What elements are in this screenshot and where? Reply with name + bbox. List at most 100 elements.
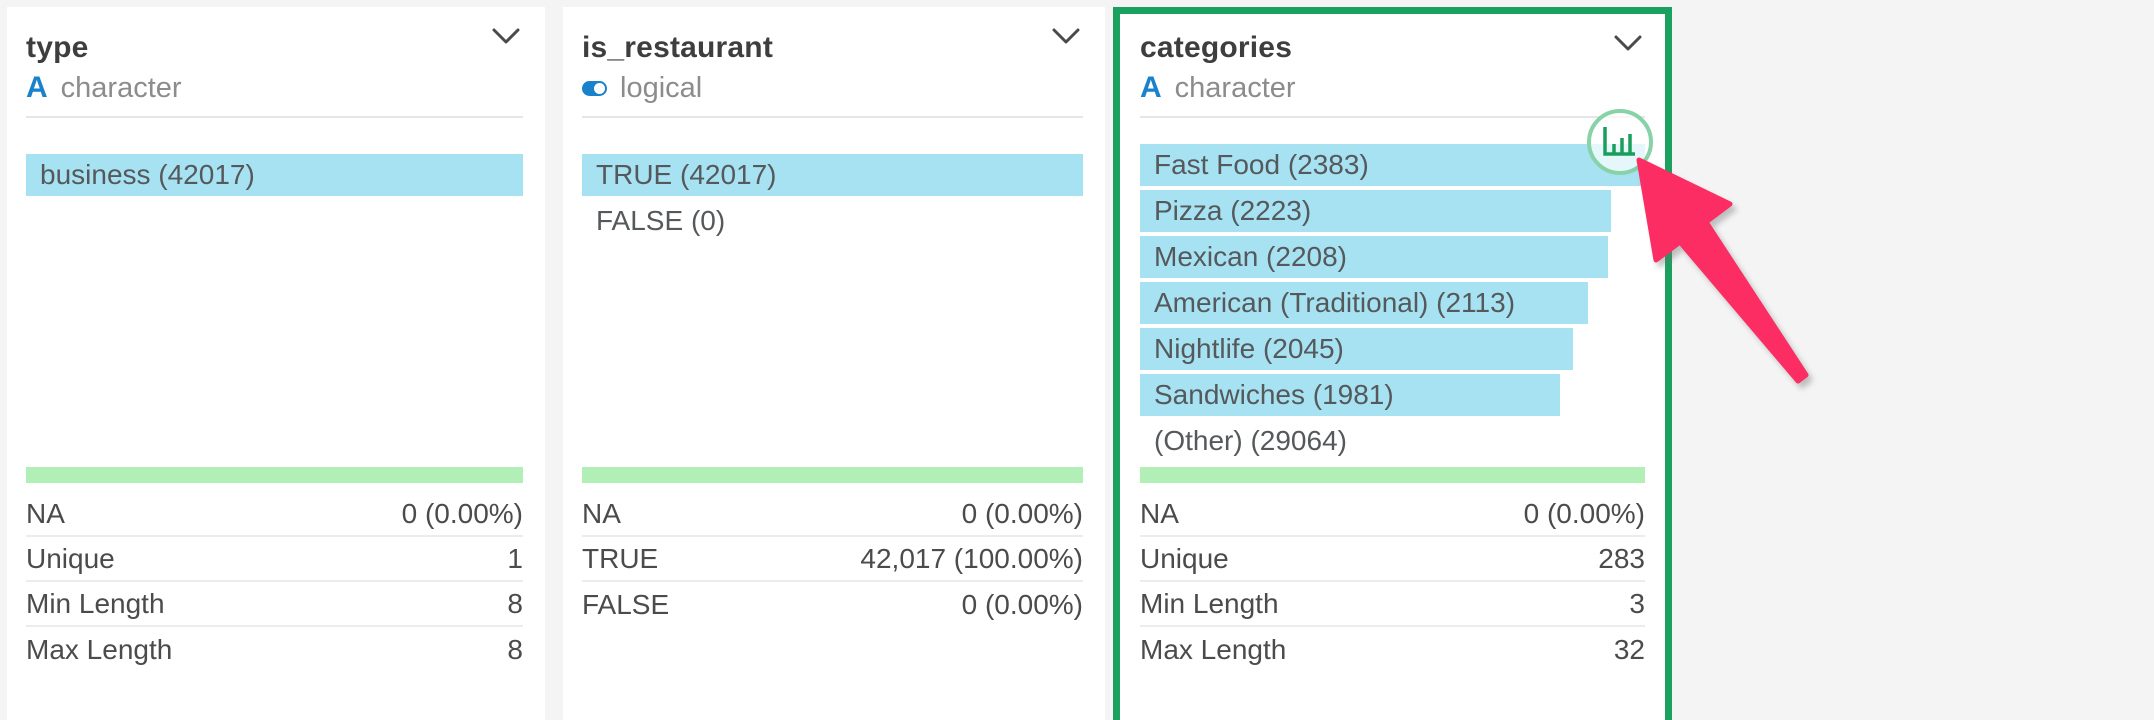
- value-bar-row[interactable]: (Other) (29064): [1140, 420, 1645, 462]
- value-bar-label: (Other) (29064): [1154, 424, 1347, 456]
- stats-section: NA 0 (0.00%) Unique 283 Min Length 3 Max…: [1140, 467, 1645, 672]
- header-divider: [582, 115, 1083, 118]
- column-card-type[interactable]: type A character business (42017) NA 0 (…: [7, 7, 545, 720]
- chevron-down-icon[interactable]: [492, 28, 520, 46]
- stat-value: 0 (0.00%): [401, 497, 523, 529]
- stat-value: 8: [507, 633, 523, 665]
- stat-value: 0 (0.00%): [961, 588, 1083, 620]
- stat-label: Min Length: [26, 587, 165, 619]
- stats-section: NA 0 (0.00%) TRUE 42,017 (100.00%) FALSE…: [582, 467, 1083, 627]
- valid-summary-bar: [26, 467, 523, 483]
- header-divider: [1140, 115, 1645, 118]
- stat-value: 1: [507, 542, 523, 574]
- value-bar-fill: [26, 153, 523, 196]
- column-type-row: logical: [582, 72, 1083, 105]
- column-type-row: A character: [26, 72, 523, 105]
- character-type-icon: A: [1140, 71, 1162, 104]
- stats-table: NA 0 (0.00%) Unique 1 Min Length 8 Max L…: [26, 492, 523, 672]
- column-card-categories-selected[interactable]: categories A character Fast Food (2383) …: [1113, 7, 1672, 720]
- column-title: categories: [1140, 31, 1293, 64]
- value-bar-label: Mexican (2208): [1154, 240, 1347, 272]
- stat-row: Min Length 3: [1140, 582, 1645, 627]
- stat-value: 42,017 (100.00%): [860, 542, 1083, 574]
- stat-row: Unique 1: [26, 537, 523, 582]
- value-bar-label: Nightlife (2045): [1154, 332, 1344, 364]
- stat-row: Unique 283: [1140, 537, 1645, 582]
- value-bar-list: TRUE (42017) FALSE (0): [582, 153, 1083, 242]
- stat-label: Max Length: [1140, 633, 1287, 665]
- column-type-row: A character: [1140, 72, 1645, 105]
- card-header: is_restaurant logical: [582, 7, 1083, 118]
- column-type-label: character: [60, 71, 182, 104]
- stats-table: NA 0 (0.00%) Unique 283 Min Length 3 Max…: [1140, 492, 1645, 672]
- chevron-down-icon[interactable]: [1052, 28, 1080, 46]
- value-bar-row[interactable]: American (Traditional) (2113): [1140, 281, 1645, 324]
- column-type-label: character: [1174, 71, 1296, 104]
- column-title: is_restaurant: [582, 31, 774, 64]
- stat-value: 283: [1598, 542, 1645, 574]
- chevron-down-icon[interactable]: [1614, 35, 1642, 53]
- stat-label: NA: [26, 497, 65, 529]
- valid-summary-bar: [1140, 467, 1645, 483]
- value-bar-row[interactable]: Fast Food (2383): [1140, 143, 1645, 186]
- character-type-icon: A: [26, 71, 48, 104]
- value-bar-fill: [1140, 281, 1588, 324]
- stat-row: Min Length 8: [26, 582, 523, 627]
- stat-row: FALSE 0 (0.00%): [582, 582, 1083, 627]
- card-header: categories A character: [1140, 14, 1645, 118]
- value-bar-fill: [1140, 143, 1645, 186]
- stat-value: 3: [1629, 587, 1645, 619]
- stat-row: TRUE 42,017 (100.00%): [582, 537, 1083, 582]
- stat-row: Max Length 8: [26, 627, 523, 672]
- stats-table: NA 0 (0.00%) TRUE 42,017 (100.00%) FALSE…: [582, 492, 1083, 627]
- stat-row: Max Length 32: [1140, 627, 1645, 672]
- value-bar-label: American (Traditional) (2113): [1154, 286, 1516, 318]
- value-bar-fill: [1140, 189, 1612, 232]
- value-bar-row[interactable]: Mexican (2208): [1140, 235, 1645, 278]
- value-bar-row[interactable]: Sandwiches (1981): [1140, 373, 1645, 416]
- card-header: type A character: [26, 7, 523, 118]
- stat-row: NA 0 (0.00%): [26, 492, 523, 537]
- column-card-is-restaurant[interactable]: is_restaurant logical TRUE (42017) FALSE…: [563, 7, 1105, 720]
- header-divider: [26, 115, 523, 118]
- valid-summary-bar: [582, 467, 1083, 483]
- value-bar-list: business (42017): [26, 153, 523, 196]
- stat-label: NA: [1140, 497, 1179, 529]
- stat-label: FALSE: [582, 588, 670, 620]
- stat-label: NA: [582, 497, 621, 529]
- stat-value: 8: [507, 587, 523, 619]
- value-bar-label: TRUE (42017): [596, 158, 777, 190]
- value-bar-row[interactable]: FALSE (0): [582, 200, 1083, 242]
- value-bar-label: Pizza (2223): [1154, 194, 1312, 226]
- value-bar-row[interactable]: business (42017): [26, 153, 523, 196]
- stat-value: 0 (0.00%): [1523, 497, 1645, 529]
- value-bar-label: Fast Food (2383): [1154, 148, 1369, 180]
- stat-row: NA 0 (0.00%): [1140, 492, 1645, 537]
- value-bar-fill: [1140, 235, 1608, 278]
- value-bar-row[interactable]: Nightlife (2045): [1140, 327, 1645, 370]
- value-bar-list: Fast Food (2383) Pizza (2223) Mexican (2…: [1140, 143, 1645, 462]
- stat-label: Unique: [1140, 542, 1229, 574]
- column-title: type: [26, 31, 89, 64]
- stat-label: Unique: [26, 542, 115, 574]
- stat-label: Max Length: [26, 633, 173, 665]
- value-bar-fill: [1140, 327, 1574, 370]
- value-bar-row[interactable]: TRUE (42017): [582, 153, 1083, 196]
- stat-row: NA 0 (0.00%): [582, 492, 1083, 537]
- stat-value: 32: [1613, 633, 1645, 665]
- stat-value: 0 (0.00%): [961, 497, 1083, 529]
- value-bar-row[interactable]: Pizza (2223): [1140, 189, 1645, 232]
- stats-section: NA 0 (0.00%) Unique 1 Min Length 8 Max L…: [26, 467, 523, 672]
- bar-chart-button[interactable]: [1587, 109, 1653, 175]
- column-type-label: logical: [620, 71, 703, 104]
- value-bar-label: Sandwiches (1981): [1154, 378, 1394, 410]
- bar-chart-icon: [1603, 127, 1635, 156]
- logical-type-icon: [582, 80, 607, 96]
- value-bar-label: business (42017): [40, 158, 255, 190]
- stat-label: Min Length: [1140, 587, 1279, 619]
- value-bar-fill: [582, 153, 1083, 196]
- value-bar-label: FALSE (0): [596, 204, 726, 236]
- value-bar-fill: [1140, 373, 1560, 416]
- stat-label: TRUE: [582, 542, 659, 574]
